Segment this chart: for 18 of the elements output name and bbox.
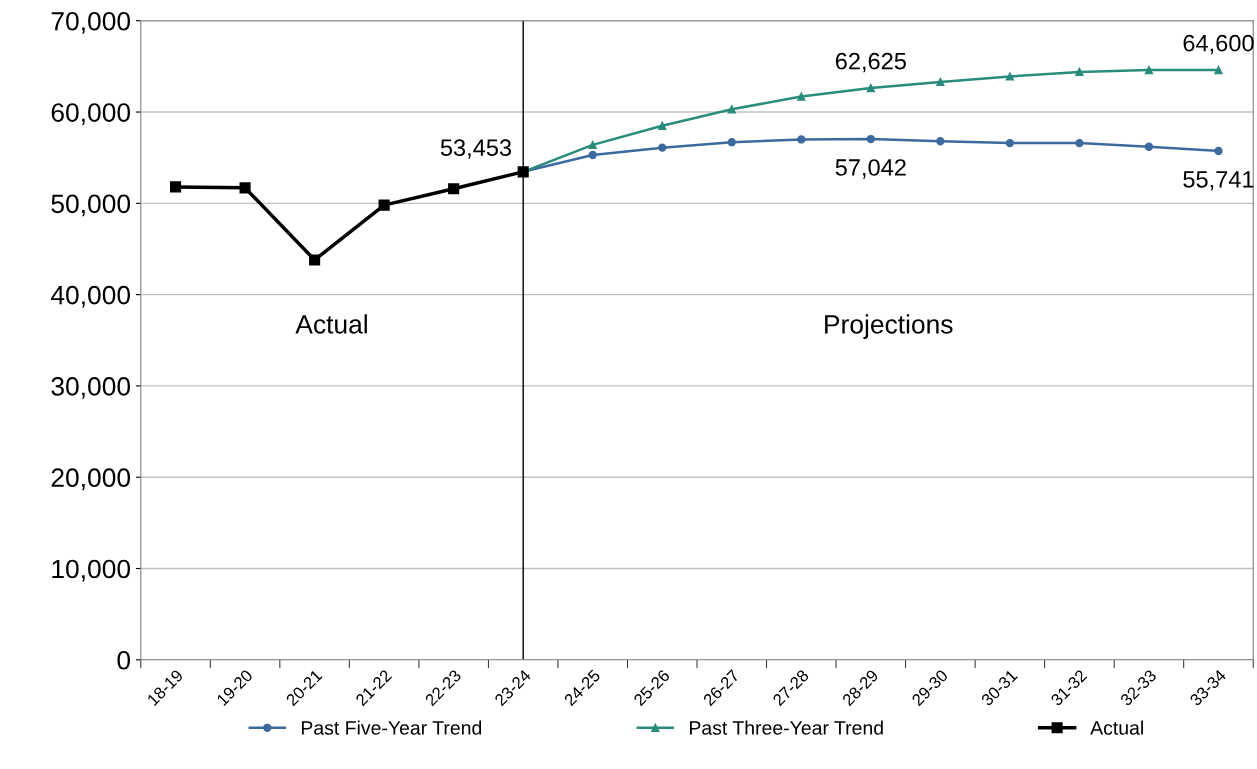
y-tick-label: 30,000 (51, 377, 131, 399)
y-tick-label: 0 (117, 650, 131, 670)
annotation: Actual (295, 314, 367, 334)
y-tick-label: 50,000 (51, 194, 131, 217)
y-tick-label: 60,000 (51, 103, 131, 125)
annotation: Projections (825, 314, 953, 339)
y-tick-label: 70,000 (51, 11, 131, 34)
data-label: 64,600 (1183, 34, 1254, 55)
legend-label: Actual (1090, 720, 1143, 735)
legend-label: Past Three-Year Trend (690, 720, 883, 735)
data-label: 62,625 (835, 52, 906, 73)
data-label: 55,741 (1183, 171, 1254, 191)
legend-label: Past Five-Year Trend (301, 720, 482, 735)
y-tick-label: 10,000 (52, 559, 131, 582)
y-tick-label: 20,000 (51, 468, 131, 491)
data-label: 57,042 (835, 159, 906, 179)
data-label: 53,453 (440, 139, 512, 159)
y-tick-label: 40,000 (50, 285, 131, 308)
